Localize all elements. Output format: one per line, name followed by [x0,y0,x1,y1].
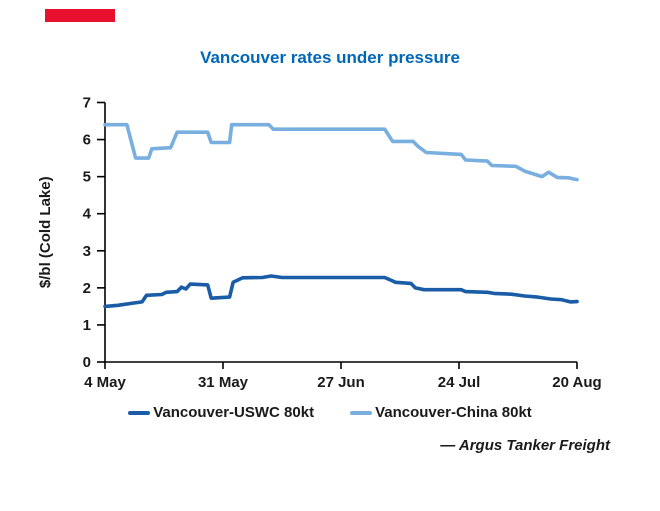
y-tick-label: 6 [83,132,91,149]
legend-item-china: Vancouver-China 80kt [350,404,532,421]
legend-swatch-uswc-icon [128,410,151,415]
series-line-vancouver-china [103,122,579,182]
legend-item-uswc: Vancouver-USWC 80kt [128,404,314,421]
y-tick-label: 2 [83,280,91,297]
x-tick-label: 31 May [198,374,249,391]
y-tick-label: 3 [83,243,91,260]
series-line-vancouver-uswc [103,274,579,309]
y-tick-label: 4 [83,206,92,223]
x-tick-label: 20 Aug [552,374,601,391]
x-tick-label: 27 Jun [317,374,365,391]
y-tick-label: 5 [83,169,91,186]
attribution-text: — Argus Tanker Freight [440,437,610,454]
y-tick-label: 0 [83,354,91,371]
argus-red-bar [45,9,115,22]
y-tick-label: 1 [83,317,91,334]
x-tick-label: 24 Jul [438,374,481,391]
x-tick-label: 4 May [84,374,126,391]
legend-swatch-china-icon [350,410,373,415]
chart-legend: Vancouver-USWC 80kt Vancouver-China 80kt [0,404,660,421]
legend-label-uswc: Vancouver-USWC 80kt [153,404,315,421]
legend-label-china: Vancouver-China 80kt [375,404,532,421]
chart-title: Vancouver rates under pressure [200,48,460,67]
y-tick-label: 7 [83,95,91,112]
y-axis-title: $/bl (Cold Lake) [37,176,54,288]
